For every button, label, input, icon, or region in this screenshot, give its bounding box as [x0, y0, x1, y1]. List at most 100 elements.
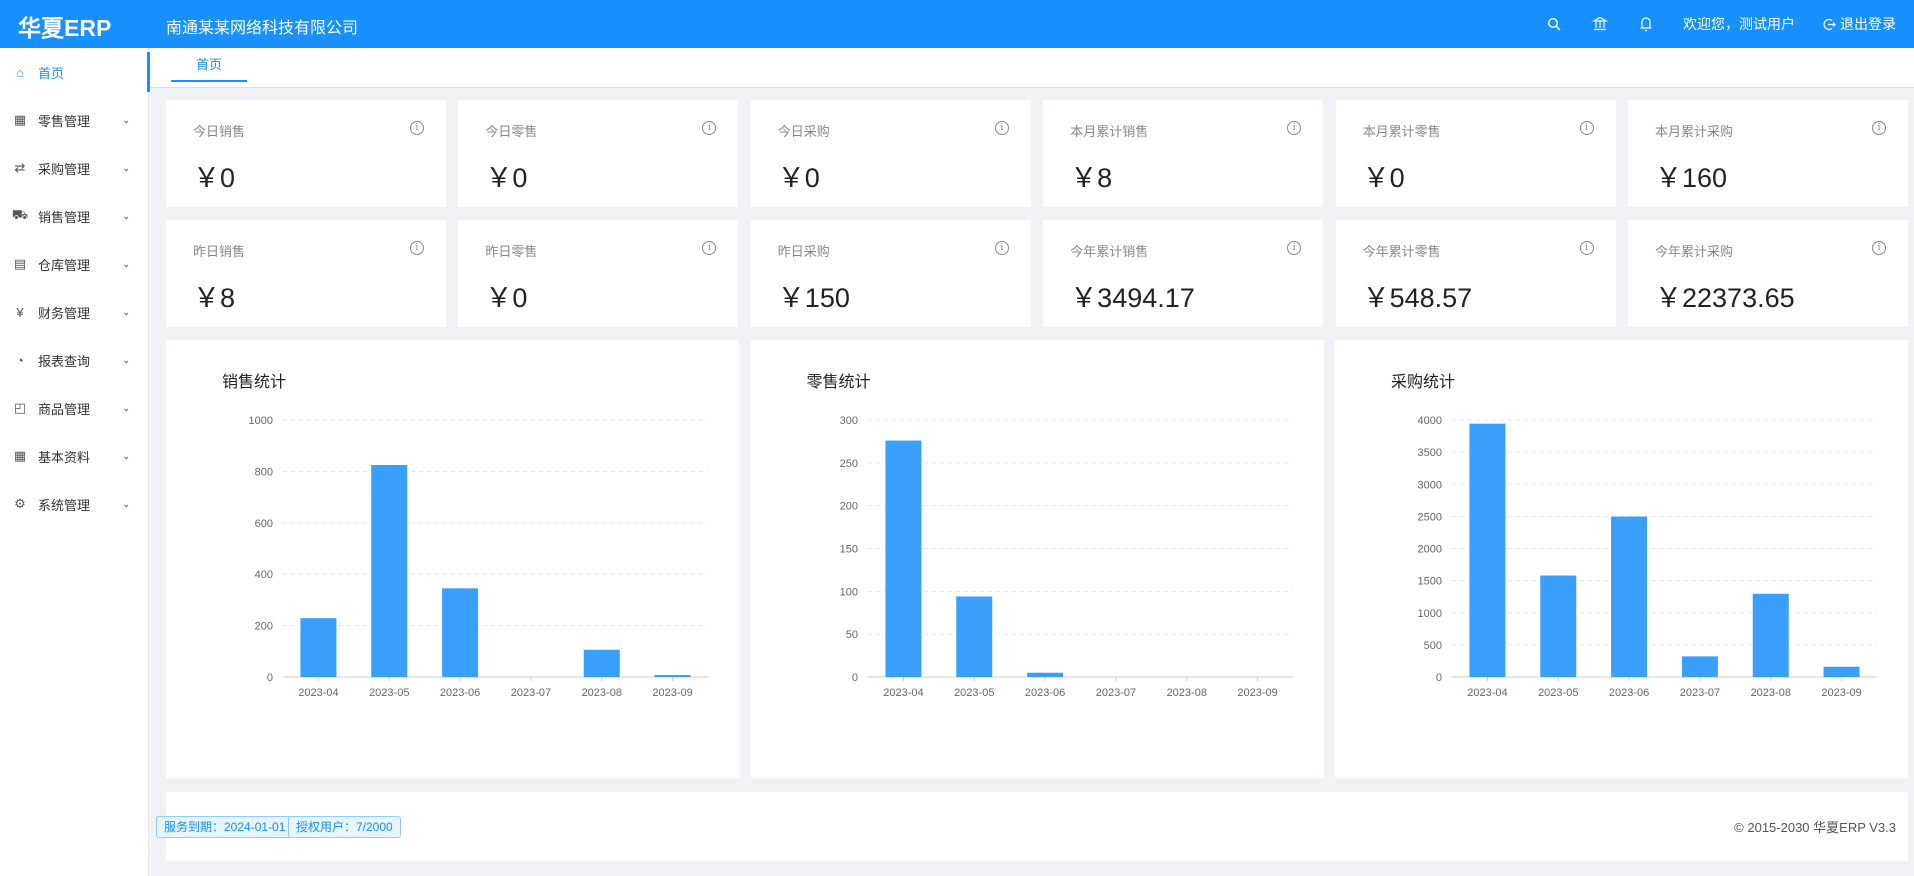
sidebar-item-label: 报表查询 [38, 353, 91, 369]
stat-card: 本月累计零售 i ￥0 [1335, 100, 1616, 207]
stat-value: ￥150 [777, 283, 850, 313]
stat-card: 今年累计零售 i ￥548.57 [1335, 220, 1616, 327]
sidebar-item-label: 商品管理 [38, 401, 91, 417]
sidebar-item-0[interactable]: ⌂ 首页 [0, 48, 149, 96]
info-icon[interactable]: i [410, 241, 424, 255]
bar-chart: 0 500 1000 1500 2000 2500 3000 3500 4000 2023-04 2… [1418, 415, 1877, 699]
info-icon[interactable]: i [1872, 241, 1886, 255]
sidebar-item-1[interactable]: ▦ 零售管理 ⌄ [0, 96, 149, 144]
info-icon[interactable]: i [410, 121, 424, 135]
service-expiry-tag: 服务到期：2024-01-01 [156, 816, 294, 838]
bell-icon[interactable] [1637, 15, 1655, 33]
stat-value: ￥0 [485, 163, 528, 193]
y-tick-label: 150 [839, 544, 857, 556]
bar [1540, 575, 1577, 677]
y-tick-label: 800 [255, 466, 273, 478]
stat-card: 今日零售 i ￥0 [458, 100, 739, 207]
info-icon[interactable]: i [1287, 241, 1302, 255]
x-tick-label: 2023-04 [1467, 687, 1507, 699]
sidebar-item-6[interactable]: ◔ 报表查询 ⌄ [0, 336, 149, 384]
x-tick-label: 2023-09 [1821, 687, 1861, 699]
info-icon[interactable]: i [1579, 241, 1594, 255]
stat-label: 昨日零售 [485, 244, 538, 259]
stat-label: 本月累计采购 [1655, 124, 1734, 139]
x-tick-label: 2023-05 [369, 687, 409, 699]
chevron-down-icon[interactable]: ⌄ [122, 258, 131, 270]
gift-icon: ▦ [13, 112, 27, 127]
info-icon[interactable]: i [702, 121, 717, 135]
stat-label: 昨日采购 [777, 244, 830, 259]
app-logo[interactable]: 华夏ERP [18, 15, 112, 41]
stat-card: 今日销售 i ￥0 [166, 100, 446, 207]
x-tick-label: 2023-08 [1751, 687, 1791, 699]
x-tick-label: 2023-07 [1095, 687, 1135, 699]
bar [442, 588, 479, 677]
y-tick-label: 50 [845, 629, 857, 641]
stat-value: ￥3494.17 [1070, 283, 1195, 313]
sidebar-item-5[interactable]: ¥ 财务管理 ⌄ [0, 288, 149, 336]
stat-label: 本月累计零售 [1362, 124, 1441, 139]
chart-title: 销售统计 [222, 374, 287, 391]
sidebar-item-7[interactable]: ◰ 商品管理 ⌄ [0, 384, 149, 432]
sidebar-item-3[interactable]: ⛟ 销售管理 ⌄ [0, 192, 149, 240]
chart-title: 采购统计 [1391, 374, 1456, 391]
sidebar-item-4[interactable]: ▤ 仓库管理 ⌄ [0, 240, 149, 288]
stat-value: ￥8 [193, 283, 236, 313]
info-icon[interactable]: i [1579, 121, 1594, 135]
sidebar-item-label: 财务管理 [38, 305, 91, 321]
chart-card: 采购统计 0 500 1000 1500 2000 2500 3000 3500 4000 2023… [1335, 340, 1908, 778]
stat-value: ￥548.57 [1362, 283, 1473, 313]
chevron-down-icon[interactable]: ⌄ [122, 402, 131, 414]
y-tick-label: 1000 [1418, 608, 1442, 620]
sidebar-item-label: 销售管理 [38, 209, 91, 225]
bank-icon[interactable] [1591, 15, 1609, 33]
stat-card: 今年累计采购 i ￥22373.65 [1628, 220, 1908, 327]
sidebar-item-8[interactable]: ▦ 基本资料 ⌄ [0, 432, 149, 480]
info-icon[interactable]: i [1872, 121, 1886, 135]
stat-value: ￥22373.65 [1655, 283, 1795, 313]
welcome-user[interactable]: 欢迎您，测试用户 [1683, 16, 1795, 32]
info-icon[interactable]: i [994, 121, 1009, 135]
logout-icon [1823, 18, 1836, 30]
y-tick-label: 0 [851, 672, 857, 684]
x-tick-label: 2023-04 [883, 687, 923, 699]
search-icon[interactable] [1545, 15, 1563, 33]
sidebar-item-2[interactable]: ⇄ 采购管理 ⌄ [0, 144, 149, 192]
stat-value: ￥0 [777, 163, 820, 193]
y-tick-label: 100 [839, 586, 857, 598]
sidebar-item-9[interactable]: ⚙ 系统管理 ⌄ [0, 480, 149, 528]
sidebar-item-label: 采购管理 [38, 161, 91, 177]
logout-label: 退出登录 [1840, 16, 1896, 32]
chevron-down-icon[interactable]: ⌄ [122, 114, 131, 126]
bar-chart: 0 50 100 150 200 250 300 2023-04 2023-05 2023-06 2… [839, 415, 1293, 699]
tab-home[interactable]: 首页 [171, 48, 247, 82]
stat-value: ￥0 [1362, 163, 1405, 193]
y-tick-label: 1500 [1418, 576, 1442, 588]
chevron-down-icon[interactable]: ⌄ [122, 498, 131, 510]
chevron-down-icon[interactable]: ⌄ [122, 354, 131, 366]
stat-card: 昨日零售 i ￥0 [458, 220, 739, 327]
chevron-down-icon[interactable]: ⌄ [122, 450, 131, 462]
swap-icon: ⇄ [14, 160, 26, 175]
info-icon[interactable]: i [1287, 121, 1302, 135]
stat-card: 今日采购 i ￥0 [750, 100, 1031, 207]
y-tick-label: 250 [839, 458, 857, 470]
sidebar-item-label: 基本资料 [38, 449, 91, 465]
bar [955, 596, 992, 677]
bar [1026, 672, 1063, 677]
chevron-down-icon[interactable]: ⌄ [122, 210, 131, 222]
chevron-down-icon[interactable]: ⌄ [122, 162, 131, 174]
info-icon[interactable]: i [702, 241, 717, 255]
x-tick-label: 2023-09 [1237, 687, 1277, 699]
bar [884, 440, 921, 677]
x-tick-label: 2023-07 [1680, 687, 1720, 699]
shopping-bag-icon: ◰ [13, 400, 27, 415]
pie-chart-icon: ◔ [16, 352, 24, 368]
top-header: 华夏ERP 南通某某网络科技有限公司 欢迎您，测试用户 退出登录 [0, 0, 1914, 48]
x-tick-label: 2023-08 [1166, 687, 1206, 699]
chevron-down-icon[interactable]: ⌄ [122, 306, 131, 318]
logout-button[interactable]: 退出登录 [1823, 14, 1896, 34]
info-icon[interactable]: i [994, 241, 1009, 255]
sidebar-item-label: 零售管理 [38, 113, 91, 129]
bar [1823, 666, 1860, 677]
